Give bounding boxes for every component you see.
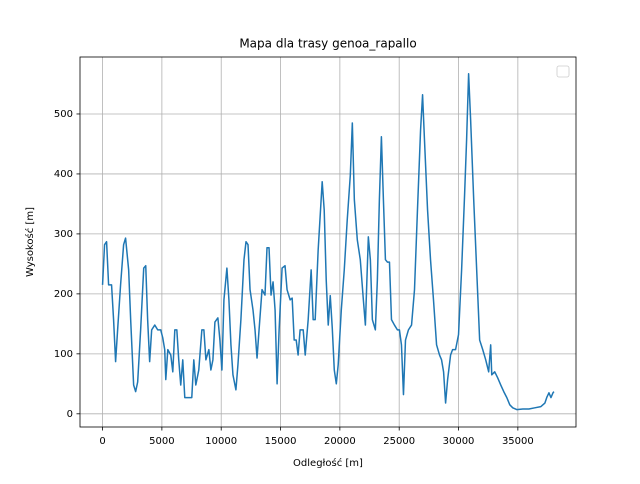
- y-tick-label: 400: [54, 169, 73, 180]
- y-tick-label: 0: [67, 409, 73, 420]
- x-tick-label: 30000: [443, 436, 475, 447]
- legend-box: [556, 65, 570, 78]
- x-tick-label: 10000: [205, 436, 237, 447]
- y-tick-label: 100: [54, 349, 73, 360]
- x-tick-label: 5000: [149, 436, 174, 447]
- y-tick-label: 500: [54, 109, 73, 120]
- x-tick-label: 15000: [265, 436, 297, 447]
- x-axis-label: Odległość [m]: [293, 457, 363, 469]
- y-axis-label: Wysokość [m]: [24, 207, 36, 277]
- x-tick-label: 20000: [324, 436, 356, 447]
- y-tick-label: 200: [54, 289, 73, 300]
- x-tick-label: 25000: [383, 436, 415, 447]
- x-tick-label: 0: [99, 436, 105, 447]
- y-tick-label: 300: [54, 229, 73, 240]
- plot-frame: [79, 56, 577, 428]
- x-tick-label: 35000: [502, 436, 534, 447]
- elevation-line: [101, 73, 555, 411]
- chart-title: Mapa dla trasy genoa_rapallo: [239, 37, 416, 51]
